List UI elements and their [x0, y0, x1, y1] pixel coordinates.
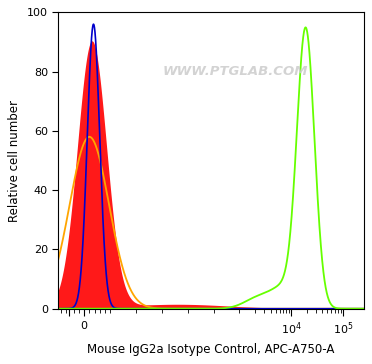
Text: WWW.PTGLAB.COM: WWW.PTGLAB.COM: [163, 65, 308, 78]
X-axis label: Mouse IgG2a Isotype Control, APC-A750-A: Mouse IgG2a Isotype Control, APC-A750-A: [87, 343, 335, 356]
Y-axis label: Relative cell number: Relative cell number: [8, 99, 21, 222]
